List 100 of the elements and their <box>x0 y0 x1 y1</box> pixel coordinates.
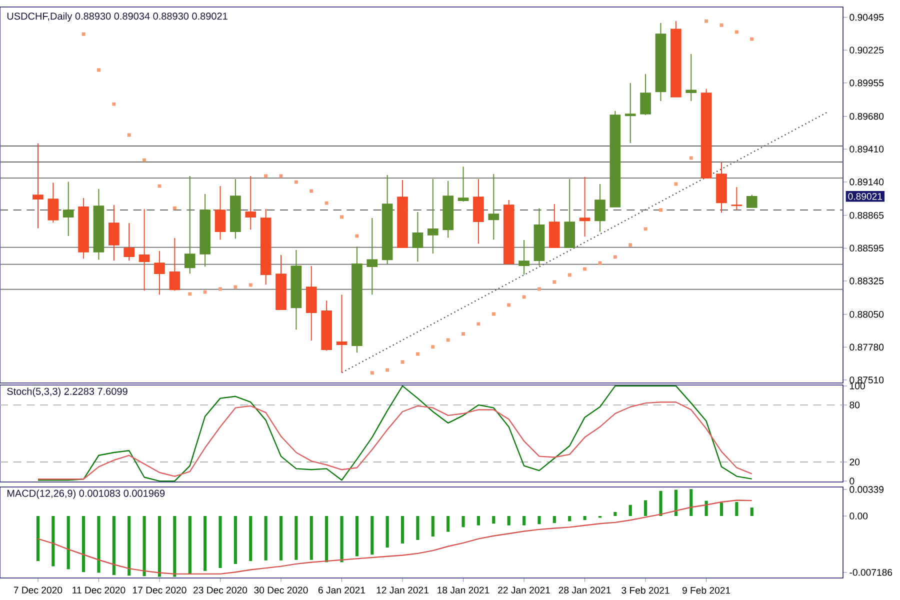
y-tick-label: 0 <box>850 478 854 484</box>
bar <box>325 516 328 562</box>
candlestick <box>412 211 424 262</box>
candlestick <box>184 175 196 274</box>
point <box>142 158 146 162</box>
point <box>218 287 222 291</box>
bar <box>340 516 344 562</box>
point <box>431 345 435 349</box>
bar <box>128 516 131 576</box>
x-tick-label: 17 Dec 2020 <box>133 586 186 594</box>
chart-title: MACD(12,26,9) 0.001083 0.001969 <box>7 490 165 499</box>
point <box>310 189 314 193</box>
point <box>462 332 466 336</box>
candlestick <box>488 174 500 240</box>
y-tick-label: 0.89955 <box>850 80 884 86</box>
bar <box>674 490 678 516</box>
point <box>583 267 587 271</box>
y-tick-label: 0.90495 <box>850 14 884 21</box>
bar <box>386 516 389 548</box>
bar <box>659 490 662 516</box>
y-tick-label: 0.88595 <box>850 244 884 252</box>
x-tick-label: 3 Feb 2021 <box>622 586 670 594</box>
point <box>279 174 283 178</box>
y-tick-label: 100 <box>850 382 865 390</box>
point <box>172 206 176 210</box>
bar <box>218 516 222 568</box>
y-tick-label: 0.89680 <box>850 112 884 120</box>
bar <box>416 516 420 540</box>
point <box>127 133 131 137</box>
candlestick <box>427 178 438 254</box>
x-tick-label: 22 Jan 2021 <box>498 586 550 594</box>
bar <box>158 516 162 577</box>
point <box>522 295 526 299</box>
point <box>446 338 450 342</box>
point <box>507 303 511 307</box>
bar <box>476 516 480 526</box>
candlestick <box>245 175 256 230</box>
x-tick-label: 6 Jan 2021 <box>318 586 366 594</box>
candlestick <box>366 218 378 296</box>
bar <box>538 516 541 524</box>
point <box>340 215 344 219</box>
point <box>158 184 162 188</box>
point <box>674 182 678 186</box>
point <box>628 243 632 247</box>
candlestick <box>108 204 120 262</box>
bar <box>294 516 298 560</box>
candlestick <box>62 181 74 236</box>
bar <box>142 516 146 576</box>
bar <box>750 508 754 516</box>
candlestick <box>214 186 226 240</box>
candlestick <box>746 194 758 208</box>
bar <box>36 516 40 562</box>
y-tick-label: 0.87780 <box>850 344 884 351</box>
point <box>416 352 420 356</box>
bar <box>431 516 434 537</box>
candlestick <box>336 294 348 374</box>
point <box>234 285 238 289</box>
y-tick-label: -0.007186 <box>850 569 892 576</box>
y-tick-label: 0.87510 <box>850 376 884 384</box>
bar <box>614 512 617 516</box>
bar <box>370 516 374 555</box>
x-tick-label: 23 Dec 2020 <box>194 586 248 594</box>
candlestick <box>124 222 135 262</box>
bar <box>249 516 252 562</box>
bar <box>52 516 55 566</box>
point <box>598 261 602 265</box>
bar <box>310 516 313 560</box>
bar <box>188 516 192 574</box>
bar <box>583 516 586 520</box>
candlestick <box>731 186 742 210</box>
point <box>355 234 359 238</box>
candlestick <box>640 74 651 116</box>
bar <box>568 516 572 522</box>
point <box>294 180 298 184</box>
point <box>112 102 116 106</box>
candlestick <box>686 54 697 102</box>
y-tick-label: 0.90225 <box>850 46 884 54</box>
bar <box>492 516 496 524</box>
y-tick-label: 0.89140 <box>850 178 884 186</box>
point <box>386 368 390 372</box>
bar <box>644 500 648 516</box>
bar <box>173 516 176 577</box>
bar <box>355 516 358 556</box>
point <box>644 227 648 231</box>
point <box>476 322 480 326</box>
point <box>188 292 192 296</box>
bar <box>204 516 207 571</box>
point <box>264 174 268 178</box>
text: 0.89021 <box>848 193 882 200</box>
candlestick <box>138 208 150 292</box>
x-tick-label: 12 Jan 2021 <box>376 586 428 594</box>
candlestick <box>48 182 59 224</box>
y-tick-label: 0.88050 <box>850 310 884 318</box>
point <box>400 360 404 364</box>
bar <box>720 502 724 516</box>
point <box>568 273 572 277</box>
x-tick-label: 30 Dec 2020 <box>254 586 308 594</box>
point <box>552 280 556 284</box>
bar <box>66 516 70 570</box>
candlestick <box>579 176 590 238</box>
